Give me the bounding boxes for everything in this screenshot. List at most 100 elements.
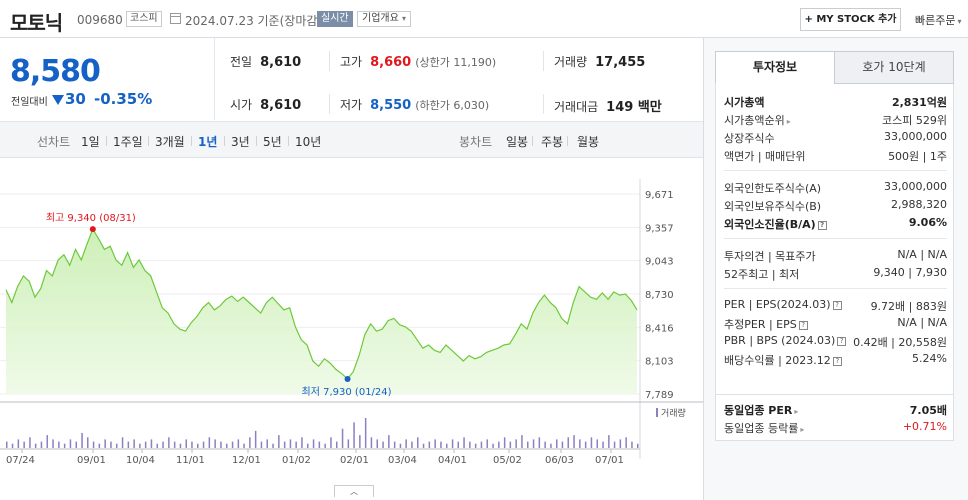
volume-bar [457,441,459,448]
volume-bar [579,439,581,448]
volume-bar [168,437,170,448]
volume-bar [474,443,477,448]
volume-bar [411,441,413,448]
tab-daily[interactable]: 일봉 [506,135,529,149]
volume-bar [307,443,309,448]
tab-monthly[interactable]: 월봉 [577,135,600,149]
volume-bar [202,441,205,448]
volume-bar [63,443,66,448]
tab-10y[interactable]: 10년 [295,135,322,149]
stock-code: 009680 [77,13,123,27]
chart-period-tabs: 선차트 1일 1주일 3개월 1년 3년 5년 10년 봉차트 일봉 주봉 월봉 [0,121,703,158]
arrow-right-icon[interactable]: ▸ [786,117,791,126]
volume-bar [538,437,541,448]
info-row: PER | EPS(2024.03)? 9.72배 | 883원 [724,298,947,315]
tab-weekly[interactable]: 주봉 [541,135,564,149]
high-point [89,226,96,233]
volume-bar [561,441,564,448]
volume-bar [631,441,633,448]
price-chart[interactable]: 9,671 9,357 9,043 8,730 8,416 8,103 7,789 07/2… [0,159,703,500]
volume-bar [596,439,598,448]
x-tick-label: 02/01 [340,455,369,466]
sector-row: 동일업종 PER ▸ 7.05배 [724,402,947,419]
add-mystock-button[interactable]: + MY STOCK 추가 [800,8,901,31]
volume-bar [503,437,506,448]
volume-bar [625,437,627,448]
tab-investment-info[interactable]: 투자정보 [715,51,835,84]
info-row-label: PER | EPS(2024.03)? [724,298,842,311]
help-icon[interactable]: ? [837,337,847,346]
volume-bar [133,439,135,448]
volume-bar [52,439,54,448]
info-row: 액면가 | 매매단위 500원 | 1주 [724,148,947,165]
volume-bar [509,441,512,448]
volume-bar [17,439,20,448]
volume-bar [434,439,436,448]
volume-bar [417,437,419,448]
quick-order-button[interactable]: 빠른주문 ▾ [915,12,962,28]
volume-bar [532,439,535,448]
volume-bar [289,439,292,448]
y-tick-label: 8,416 [645,323,674,334]
tab-5y[interactable]: 5년 [263,135,282,149]
volume-bar [127,441,130,448]
change-label: 전일대비 [11,97,48,108]
info-row: 외국인한도주식수(A) 33,000,000 [724,180,947,197]
info-row-value: 33,000,000 [884,180,947,193]
volume-bar [98,443,101,448]
volume-bar [440,441,442,448]
volume-legend-swatch [656,408,658,417]
tab-1d[interactable]: 1일 [81,135,100,149]
info-row-value: 2,988,320 [891,198,947,211]
volume-bar [347,439,350,448]
help-icon[interactable]: ? [817,221,827,230]
price-summary: 8,580 전일대비 30 -0.35% [0,38,215,120]
info-row: 배당수익률 | 2023.12? 5.24% [724,352,947,369]
volume-bar [567,437,569,448]
info-row: 외국인소진율(B/A)? 9.06% [724,216,947,233]
info-row-label: 추정PER | EPS? [724,316,808,332]
investment-info-list: 시가총액 2,831억원 시가총액순위 ▸ 코스피 529위 상장주식수 33,000,00… [715,84,954,440]
volume-bar [330,437,332,448]
corp-overview-dropdown[interactable]: 기업개요 ▾ [357,11,412,27]
volume-bar [254,430,257,448]
tab-1w[interactable]: 1주일 [113,135,143,149]
volume-bar [23,441,25,448]
info-row-value: 9,340 | 7,930 [873,266,947,279]
volume-bar [139,443,141,448]
volume-bar [87,437,89,448]
info-row: 52주최고 | 최저 9,340 | 7,930 [724,266,947,283]
info-row: 외국인보유주식수(B) 2,988,320 [724,198,947,215]
help-icon[interactable]: ? [798,321,808,330]
help-icon[interactable]: ? [832,357,842,366]
volume-bar [283,441,286,448]
x-tick-label: 01/02 [282,455,311,466]
y-tick-label: 9,043 [645,257,674,268]
y-tick-label: 9,671 [645,190,674,201]
volume-bar [573,435,575,448]
tab-3m[interactable]: 3개월 [155,135,185,149]
volume-bar [58,441,60,448]
tab-3y[interactable]: 3년 [231,135,250,149]
arrow-right-icon[interactable]: ▸ [794,407,799,416]
volume-bar [226,443,228,448]
tab-orderbook-10[interactable]: 호가 10단계 [834,51,954,84]
chart-collapse-button[interactable]: ︿ [334,485,374,497]
volume-bar [341,428,344,448]
volume-bar [156,443,158,448]
tab-1y[interactable]: 1년 [198,135,218,149]
volume-bar [422,443,425,448]
sector-row-value: 7.05배 [909,404,947,417]
realtime-badge[interactable]: 실시간 [317,11,353,27]
volume-bar [185,439,187,448]
volume-bar [266,439,268,448]
y-tick-label: 9,357 [645,223,674,234]
info-row-label: 배당수익률 | 2023.12? [724,352,842,368]
quick-order-label: 빠른주문 [915,14,956,27]
arrow-right-icon[interactable]: ▸ [800,425,805,434]
volume-bar [301,437,303,448]
info-row-value: 9.72배 | 883원 [870,300,947,313]
volume-bar [556,439,558,448]
volume-bar [353,422,355,448]
help-icon[interactable]: ? [832,301,842,310]
